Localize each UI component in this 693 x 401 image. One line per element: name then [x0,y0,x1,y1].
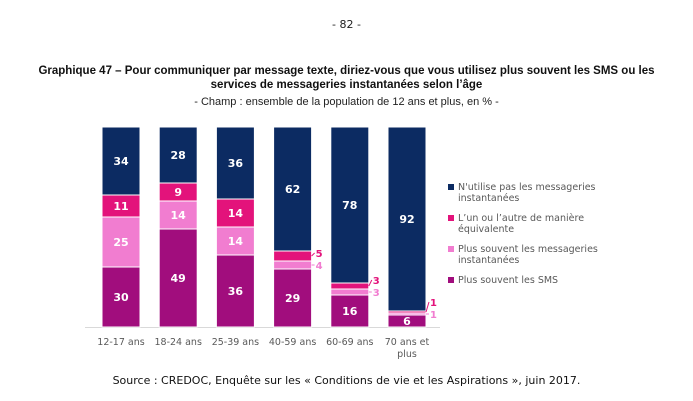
x-tick-label: 60-69 ans [326,337,373,348]
data-label-leader [311,252,315,257]
data-label: 1 [430,310,437,321]
data-label: 36 [228,285,244,298]
legend-swatch [448,215,454,221]
bar-segment [387,126,427,312]
data-label: 34 [113,155,129,168]
chart-subtitle: - Champ : ensemble de la population de 1… [194,96,499,108]
bar-segment [158,200,198,230]
bar-segment [330,294,370,328]
bar-segment [215,226,255,256]
data-label: 3 [373,288,380,299]
data-label-leader [368,279,373,287]
bar-segment [330,288,370,296]
bar-segment [101,266,141,328]
data-label-leader [425,301,430,313]
bar-segment [273,260,313,270]
bar-segment [158,228,198,328]
legend-swatch [448,277,454,283]
legend-label: Plus souvent les SMS [458,275,558,286]
data-label: 49 [171,272,186,285]
x-tick-label: 12-17 ans [97,337,144,348]
legend-label: Plus souvent les messageries [458,244,598,255]
data-label: 5 [316,249,323,260]
bar-segment [158,126,198,184]
bar-segment [330,126,370,284]
data-label: 14 [228,207,244,220]
source-note: Source : CREDOC, Enquête sur les « Condi… [112,374,581,387]
page-number: - 82 - [332,18,361,31]
legend-label: N'utilise pas les messageries [458,182,596,193]
bar-segment [273,268,313,328]
data-label: 9 [174,186,182,199]
data-label: 78 [342,199,357,212]
legend-label: L’un ou l’autre de manière [458,213,584,224]
x-tick-label: plus [397,349,417,360]
legend-label: instantanées [458,193,519,204]
data-label: 92 [399,213,414,226]
bar-segment [101,216,141,268]
legend-swatch [448,184,454,190]
data-label: 6 [403,315,411,328]
chart-title: Graphique 47 – Pour communiquer par mess… [38,65,655,91]
data-label: 30 [113,291,129,304]
data-label: 36 [228,157,244,170]
x-tick-label: 25-39 ans [212,337,259,348]
data-label: 14 [228,235,244,248]
bar-segment [215,126,255,200]
data-label: 28 [171,149,186,162]
x-tick-label: 70 ans et [385,337,430,348]
x-tick-label: 18-24 ans [154,337,201,348]
data-label: 25 [113,236,128,249]
legend-label: équivalente [458,224,514,235]
bar-segment [273,250,313,262]
legend-swatch [448,246,454,252]
bar-segment [215,254,255,328]
data-label: 11 [113,200,128,213]
data-label: 62 [285,183,300,196]
data-label: 14 [171,209,187,222]
bar-segment [273,126,313,252]
data-label: 16 [342,305,358,318]
bar-segment [101,126,141,196]
bar-segment [330,282,370,290]
data-label: 29 [285,292,300,305]
chart-header: Graphique 47 – Pour communiquer par mess… [20,64,673,109]
x-tick-label: 40-59 ans [269,337,316,348]
data-label: 3 [373,276,380,287]
data-label: 4 [316,261,323,272]
legend-label: instantanées [458,255,519,266]
data-label: 1 [430,298,437,309]
